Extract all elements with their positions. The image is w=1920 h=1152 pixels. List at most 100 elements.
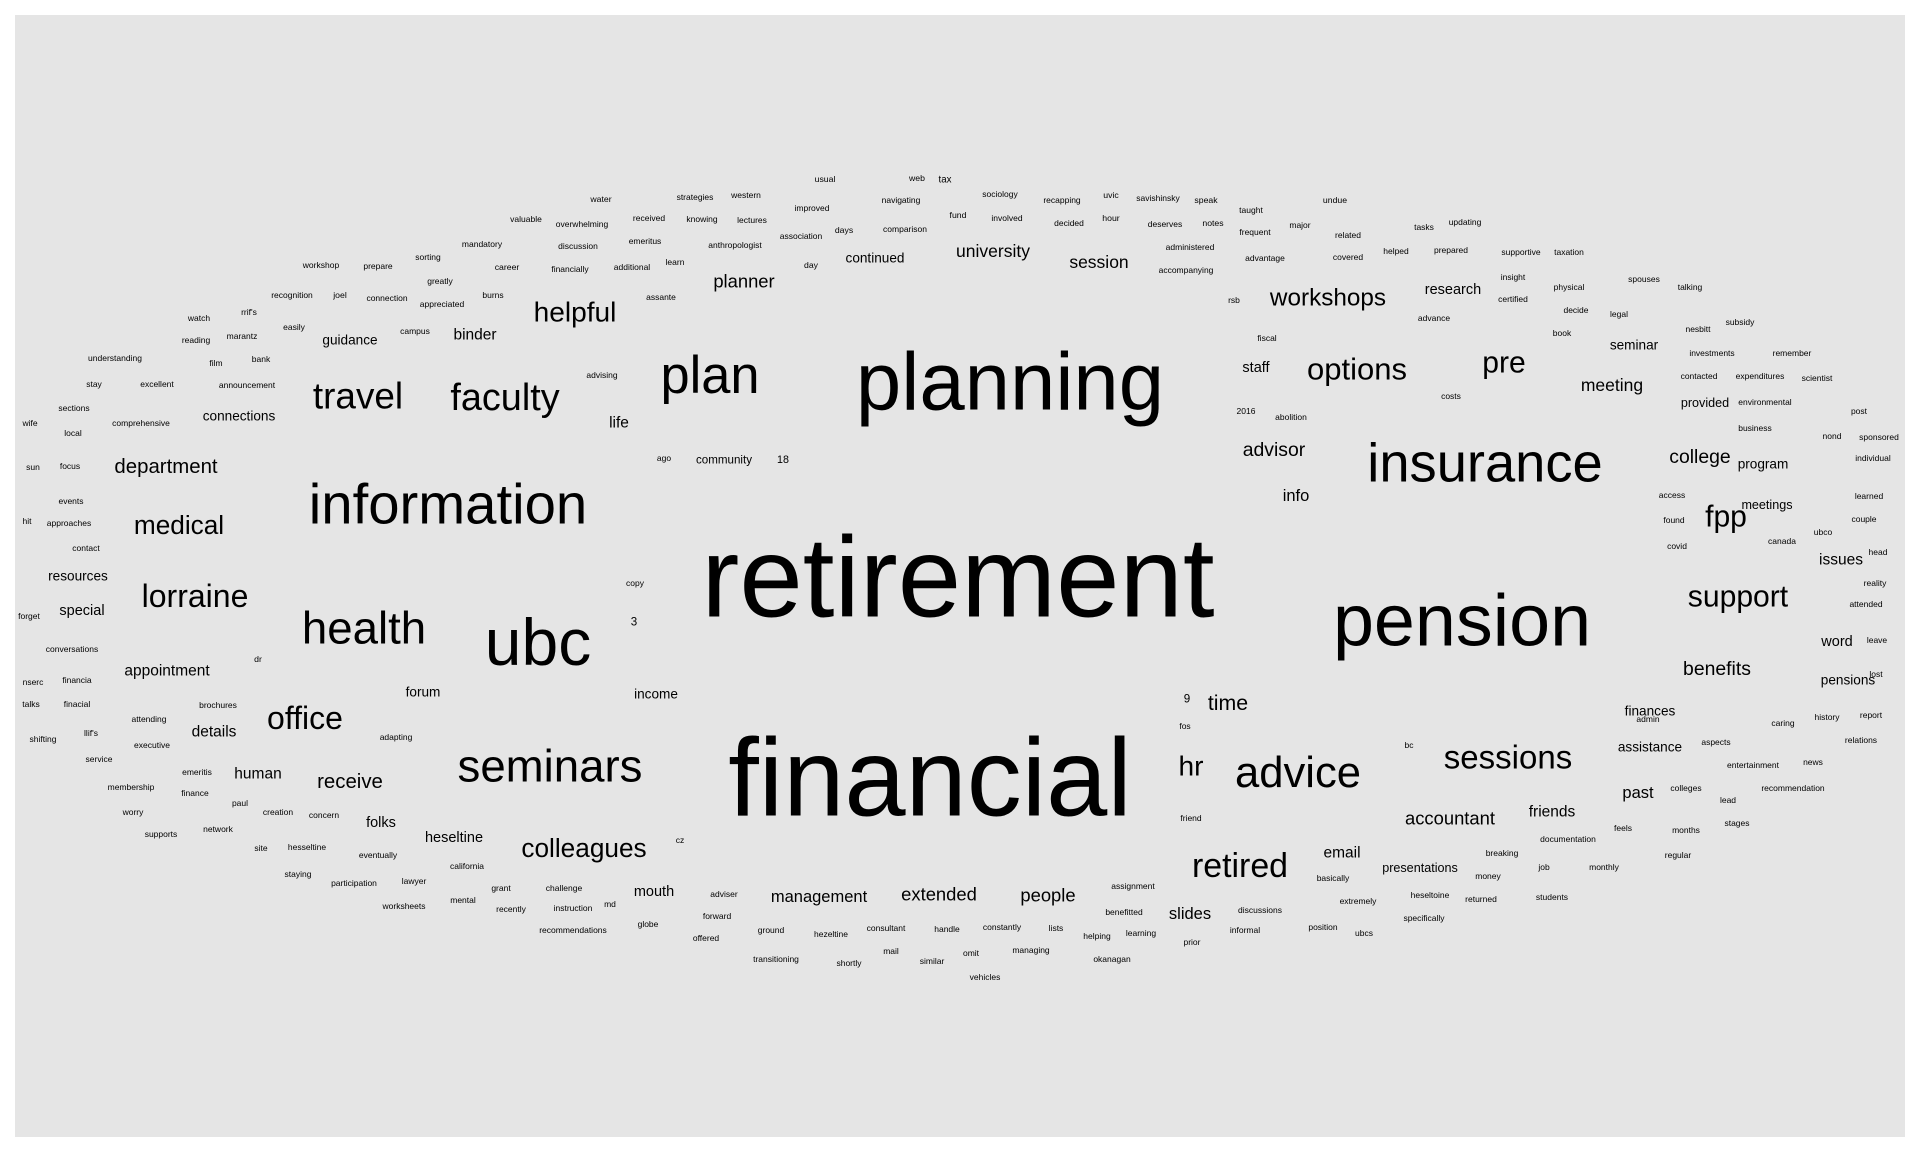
cloud-word: mouth xyxy=(634,884,674,900)
cloud-word: burns xyxy=(482,290,503,300)
cloud-word: events xyxy=(58,496,83,506)
cloud-word: sponsored xyxy=(1859,432,1899,442)
cloud-word: forward xyxy=(703,911,732,921)
cloud-word: film xyxy=(209,358,222,368)
cloud-word: learned xyxy=(1855,491,1884,501)
cloud-word: university xyxy=(956,241,1030,261)
cloud-word: insurance xyxy=(1367,433,1602,494)
cloud-word: tasks xyxy=(1414,222,1434,232)
cloud-word: california xyxy=(450,861,484,871)
cloud-word: updating xyxy=(1449,217,1482,227)
cloud-word: planning xyxy=(856,337,1164,428)
cloud-word: greatly xyxy=(427,276,453,286)
cloud-word: reality xyxy=(1864,578,1887,588)
cloud-word: college xyxy=(1669,446,1730,468)
cloud-word: colleagues xyxy=(521,833,646,863)
cloud-word: caring xyxy=(1771,718,1794,728)
cloud-word: ground xyxy=(758,925,785,935)
cloud-word: forum xyxy=(406,685,441,700)
cloud-word: time xyxy=(1208,691,1248,715)
cloud-word: benefits xyxy=(1683,658,1751,680)
cloud-word: recommendations xyxy=(539,925,607,935)
cloud-word: info xyxy=(1283,487,1310,505)
cloud-word: friend xyxy=(1180,813,1202,823)
cloud-word: cz xyxy=(676,835,685,845)
cloud-word: post xyxy=(1851,406,1868,416)
cloud-word: heseltoine xyxy=(1411,890,1450,900)
cloud-word: finacial xyxy=(64,699,91,709)
cloud-word: joel xyxy=(332,290,347,300)
cloud-word: vehicles xyxy=(970,972,1001,982)
cloud-word: individual xyxy=(1855,453,1891,463)
cloud-word: shifting xyxy=(30,734,57,744)
cloud-word: staff xyxy=(1242,360,1270,376)
cloud-word: folks xyxy=(366,815,396,831)
cloud-word: supports xyxy=(145,829,178,839)
cloud-word: department xyxy=(114,456,217,478)
cloud-word: tax xyxy=(939,175,952,186)
cloud-word: rrif's xyxy=(241,307,257,317)
cloud-word: heseltine xyxy=(425,830,483,846)
cloud-word: discussions xyxy=(1238,905,1282,915)
cloud-word: understanding xyxy=(88,353,142,363)
cloud-word: strategies xyxy=(677,192,714,202)
cloud-word: helping xyxy=(1083,931,1111,941)
cloud-word: easily xyxy=(283,322,305,332)
cloud-word: history xyxy=(1814,712,1840,722)
cloud-word: lists xyxy=(1049,923,1064,933)
cloud-word: western xyxy=(730,190,761,200)
cloud-word: relations xyxy=(1845,735,1877,745)
cloud-word: accompanying xyxy=(1159,265,1214,275)
cloud-word: regular xyxy=(1665,850,1692,860)
cloud-word: constantly xyxy=(983,922,1022,932)
cloud-word: entertainment xyxy=(1727,760,1780,770)
cloud-word: similar xyxy=(920,956,945,966)
cloud-word: emeritus xyxy=(629,236,662,246)
cloud-word: legal xyxy=(1610,309,1628,319)
cloud-word: adviser xyxy=(710,889,738,899)
cloud-word: handle xyxy=(934,924,960,934)
cloud-word: lectures xyxy=(737,215,767,225)
cloud-word: watch xyxy=(187,313,210,323)
cloud-word: advisor xyxy=(1243,439,1306,461)
cloud-word: found xyxy=(1663,515,1685,525)
cloud-word: eventually xyxy=(359,850,398,860)
cloud-word: contacted xyxy=(1681,371,1718,381)
cloud-word: income xyxy=(634,687,678,702)
cloud-word: shortly xyxy=(836,958,862,968)
cloud-word: omit xyxy=(963,948,980,958)
cloud-word: nond xyxy=(1823,431,1842,441)
cloud-word: service xyxy=(86,754,113,764)
cloud-word: leave xyxy=(1867,635,1888,645)
cloud-word: investments xyxy=(1689,348,1734,358)
cloud-word: 2016 xyxy=(1237,406,1256,416)
cloud-word: lead xyxy=(1720,795,1736,805)
cloud-word: covered xyxy=(1333,252,1364,262)
cloud-word: related xyxy=(1335,230,1361,240)
cloud-word: stay xyxy=(86,379,102,389)
cloud-word: options xyxy=(1307,352,1407,387)
cloud-word: informal xyxy=(1230,925,1260,935)
cloud-word: career xyxy=(495,262,520,272)
cloud-word: globe xyxy=(638,919,659,929)
cloud-word: adapting xyxy=(380,732,413,742)
cloud-word: meetings xyxy=(1741,498,1792,512)
cloud-word: admin xyxy=(1636,714,1659,724)
cloud-word: nesbitt xyxy=(1685,324,1711,334)
cloud-word: appreciated xyxy=(420,299,465,309)
cloud-word: ubc xyxy=(485,605,591,679)
cloud-word: position xyxy=(1308,922,1338,932)
cloud-word: advising xyxy=(586,370,617,380)
cloud-word: financial xyxy=(728,717,1132,840)
cloud-word: campus xyxy=(400,326,430,336)
cloud-word: planner xyxy=(713,271,774,292)
cloud-word: recapping xyxy=(1043,195,1081,205)
cloud-word: basically xyxy=(1317,873,1350,883)
cloud-word: anthropologist xyxy=(708,240,762,250)
cloud-word: canada xyxy=(1768,536,1796,546)
cloud-word: health xyxy=(302,603,426,654)
cloud-word: md xyxy=(604,899,616,909)
cloud-word: retirement xyxy=(701,515,1214,642)
cloud-word: decided xyxy=(1054,218,1084,228)
